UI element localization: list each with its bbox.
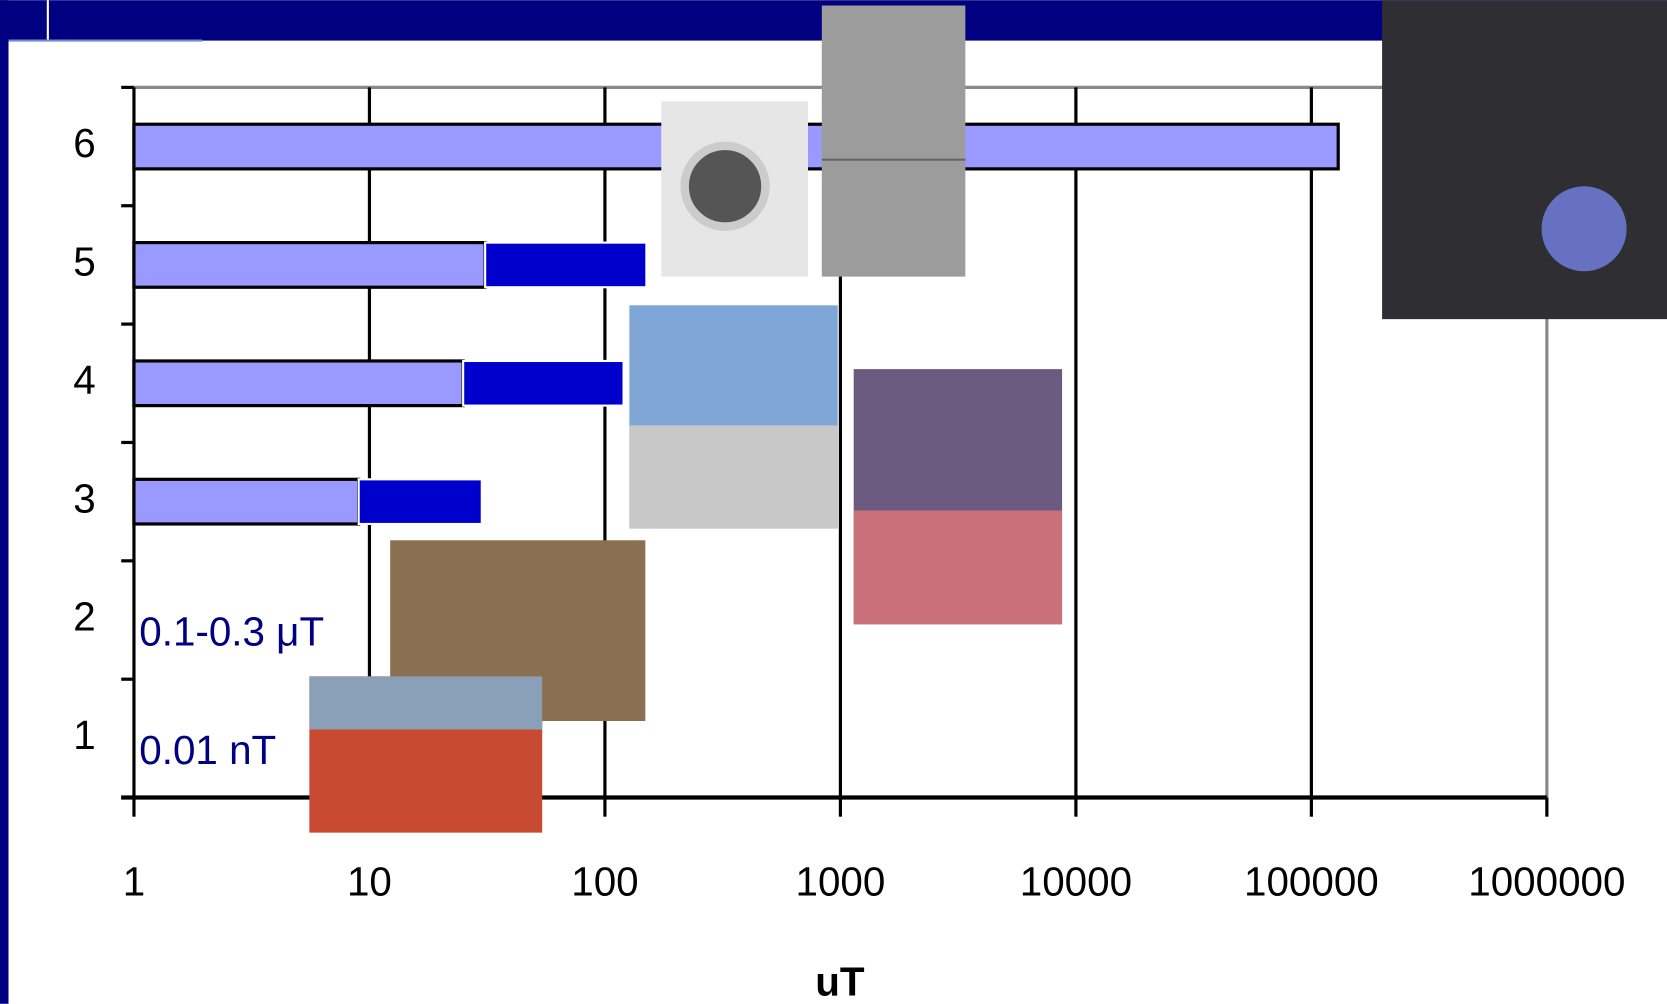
x-axis-title: uT (815, 958, 865, 1004)
y-tick-label: 1 (73, 712, 95, 758)
x-tick-label: 10 (347, 858, 392, 904)
weld-spark (1541, 186, 1627, 272)
x-tick-label: 1000 (795, 858, 885, 904)
x-tick-label: 100 (571, 858, 638, 904)
plant-building (629, 425, 838, 529)
y-tick-label: 6 (73, 120, 95, 166)
annotation: 0.01 nT (139, 727, 276, 773)
x-tick-label: 1000000 (1468, 858, 1625, 904)
annotation: 0.1-0.3 μT (139, 609, 324, 655)
fridge-photo (821, 5, 966, 277)
field-sky (309, 676, 543, 730)
x-tick-label: 10000 (1020, 858, 1132, 904)
range-bar (357, 478, 483, 526)
x-tick-label: 100000 (1244, 858, 1379, 904)
bar (132, 240, 487, 289)
range-bar (484, 241, 648, 289)
photos (309, 0, 1667, 833)
bar (132, 359, 465, 408)
side-band (0, 0, 9, 1004)
range-bar (462, 359, 625, 407)
washer-door (680, 141, 770, 231)
welder-photo (1382, 0, 1667, 320)
y-tick-label: 3 (73, 475, 95, 521)
y-tick-label: 5 (73, 239, 95, 285)
y-tick-label: 2 (73, 594, 95, 640)
y-tick-label: 4 (73, 357, 95, 403)
x-tick-label: 1 (123, 858, 145, 904)
pylon-sky (853, 510, 1063, 625)
bar (132, 477, 361, 526)
